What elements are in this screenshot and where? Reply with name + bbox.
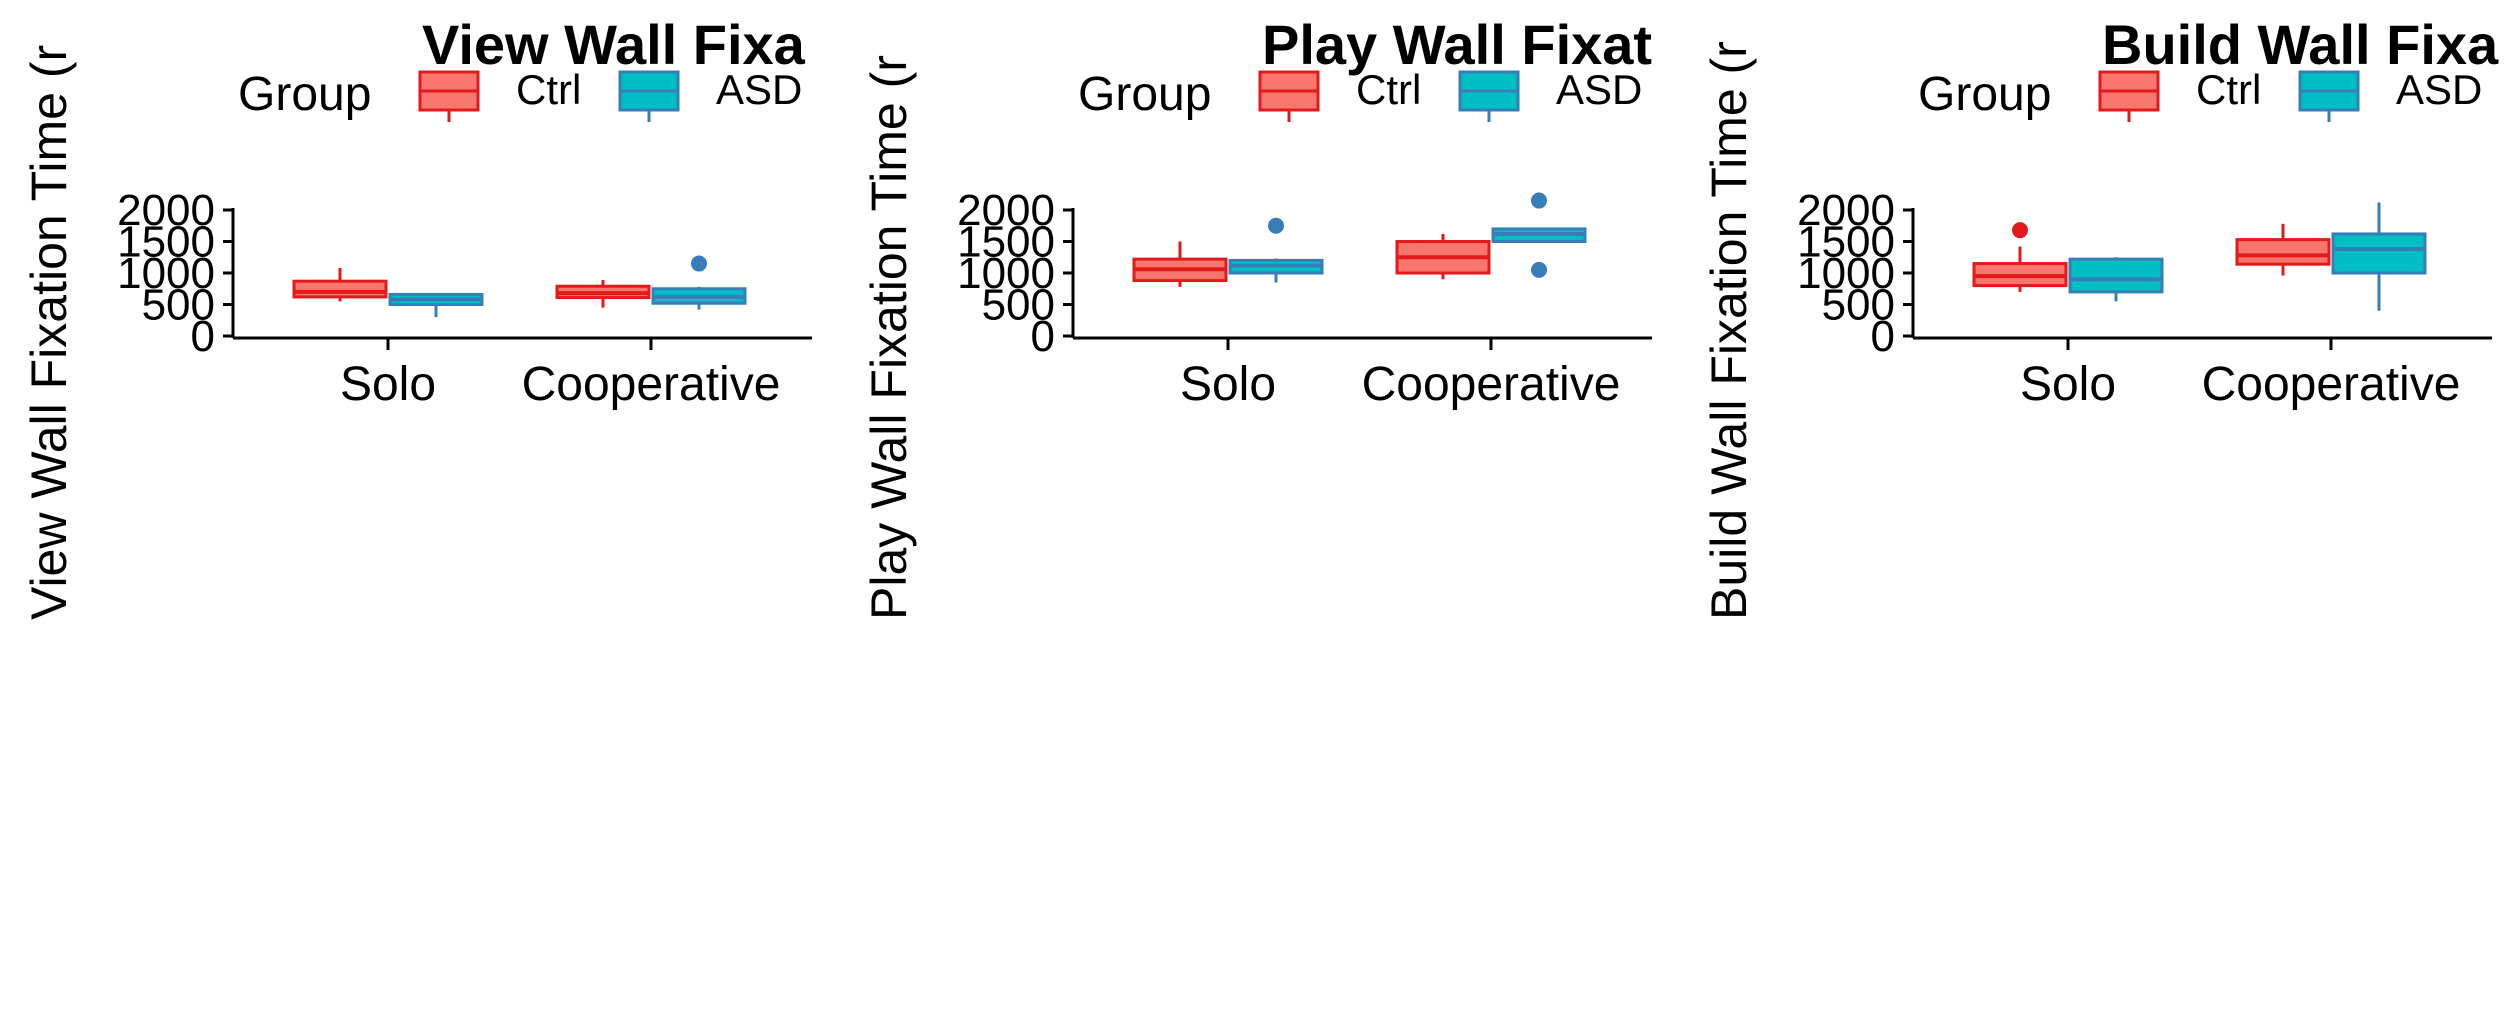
outlier-point [1268, 217, 1284, 234]
legend-title: Group [238, 68, 371, 121]
y-tick-label: 1500 [957, 218, 1055, 267]
x-tick-label-cooperative: Cooperative [1362, 358, 1621, 411]
y-tick-label: 1000 [117, 249, 215, 298]
legend-title: Group [1078, 68, 1211, 121]
legend: Group Ctrl ASD [1078, 66, 1642, 122]
y-tick-label: 500 [142, 281, 215, 330]
y-tick-label: 0 [1031, 312, 1055, 361]
chart-panel-1: View Wall Fixa View Wall Fixation Time (r… [21, 13, 812, 620]
box-asd-solo [1228, 217, 1324, 283]
chart-title: Play Wall Fixat [1262, 13, 1652, 76]
y-tick-label: 1000 [957, 249, 1055, 298]
y-axis-label: View Wall Fixation Time (r [21, 45, 77, 620]
legend-label-ctrl: Ctrl [1356, 66, 1421, 113]
box-ctrl-cooperative [555, 279, 651, 308]
y-tick-label: 2000 [117, 186, 215, 235]
y-tick-label: 500 [1822, 281, 1895, 330]
box-ctrl-solo [1972, 222, 2068, 292]
legend-label-ctrl: Ctrl [516, 66, 581, 113]
y-tick-label: 2000 [957, 186, 1055, 235]
y-tick-label: 2000 [1797, 186, 1895, 235]
y-axis-label: Play Wall Fixation Time (r [861, 55, 917, 620]
y-tick-label: 1000 [1797, 249, 1895, 298]
box-asd-solo [388, 292, 484, 318]
y-tick-label: 0 [191, 312, 215, 361]
legend-label-asd: ASD [716, 66, 802, 113]
legend-label-asd: ASD [2396, 66, 2482, 113]
chart-title: View Wall Fixa [422, 13, 806, 76]
chart-panel-2: Play Wall Fixat Play Wall Fixation Time (… [861, 13, 1652, 620]
box-ctrl-solo [292, 267, 388, 302]
outlier-point [1531, 192, 1547, 209]
box-ctrl-solo [1132, 241, 1228, 287]
box-asd-solo [2068, 257, 2164, 302]
y-tick-label: 1500 [117, 218, 215, 267]
x-tick-label-cooperative: Cooperative [522, 358, 781, 411]
outlier-point [2012, 222, 2028, 239]
y-tick-label: 500 [982, 281, 1055, 330]
outlier-point [691, 255, 707, 272]
box-asd-cooperative [1491, 192, 1587, 278]
box-ctrl-cooperative [1395, 233, 1491, 280]
box-asd-cooperative [2331, 202, 2427, 311]
box-body [292, 279, 388, 299]
x-tick-label-cooperative: Cooperative [2202, 358, 2461, 411]
x-tick-label-solo: Solo [2020, 358, 2116, 411]
legend: Group Ctrl ASD [238, 66, 802, 122]
legend-label-asd: ASD [1556, 66, 1642, 113]
box-ctrl-cooperative [2235, 223, 2331, 276]
legend-label-ctrl: Ctrl [2196, 66, 2261, 113]
box-body [2331, 232, 2427, 275]
x-tick-label-solo: Solo [340, 358, 436, 411]
y-tick-label: 1500 [1797, 218, 1895, 267]
y-axis-label: Build Wall Fixation Time (r [1701, 41, 1757, 620]
box-asd-cooperative [651, 255, 747, 310]
outlier-point [1531, 261, 1547, 278]
legend-title: Group [1918, 68, 2051, 121]
box-body [2235, 238, 2331, 266]
chart-title: Build Wall Fixa [2102, 13, 2499, 76]
x-tick-label-solo: Solo [1180, 358, 1276, 411]
y-tick-label: 0 [1871, 312, 1895, 361]
legend: Group Ctrl ASD [1918, 66, 2482, 122]
box-body [2068, 257, 2164, 294]
chart-panel-3: Build Wall Fixa Build Wall Fixation Time … [1701, 13, 2499, 620]
